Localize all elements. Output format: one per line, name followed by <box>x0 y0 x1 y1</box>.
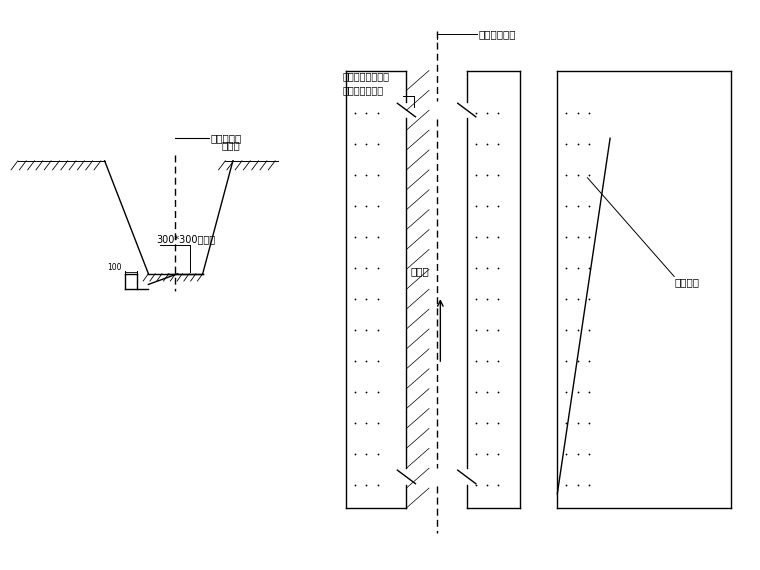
Text: 集水坑，潜水泵抚: 集水坑，潜水泵抚 <box>342 71 389 81</box>
Text: 管道中心线: 管道中心线 <box>211 133 242 143</box>
Text: 管道立面轴线: 管道立面轴线 <box>478 29 515 39</box>
Text: 水排至临近河槽: 水排至临近河槽 <box>342 85 383 95</box>
Text: 100: 100 <box>106 263 122 272</box>
Text: 原地面: 原地面 <box>222 140 240 150</box>
Text: 沟槽边坡: 沟槽边坡 <box>674 277 699 287</box>
Text: 300*300排水沟: 300*300排水沟 <box>156 235 215 245</box>
Text: 排水沟: 排水沟 <box>410 266 429 276</box>
